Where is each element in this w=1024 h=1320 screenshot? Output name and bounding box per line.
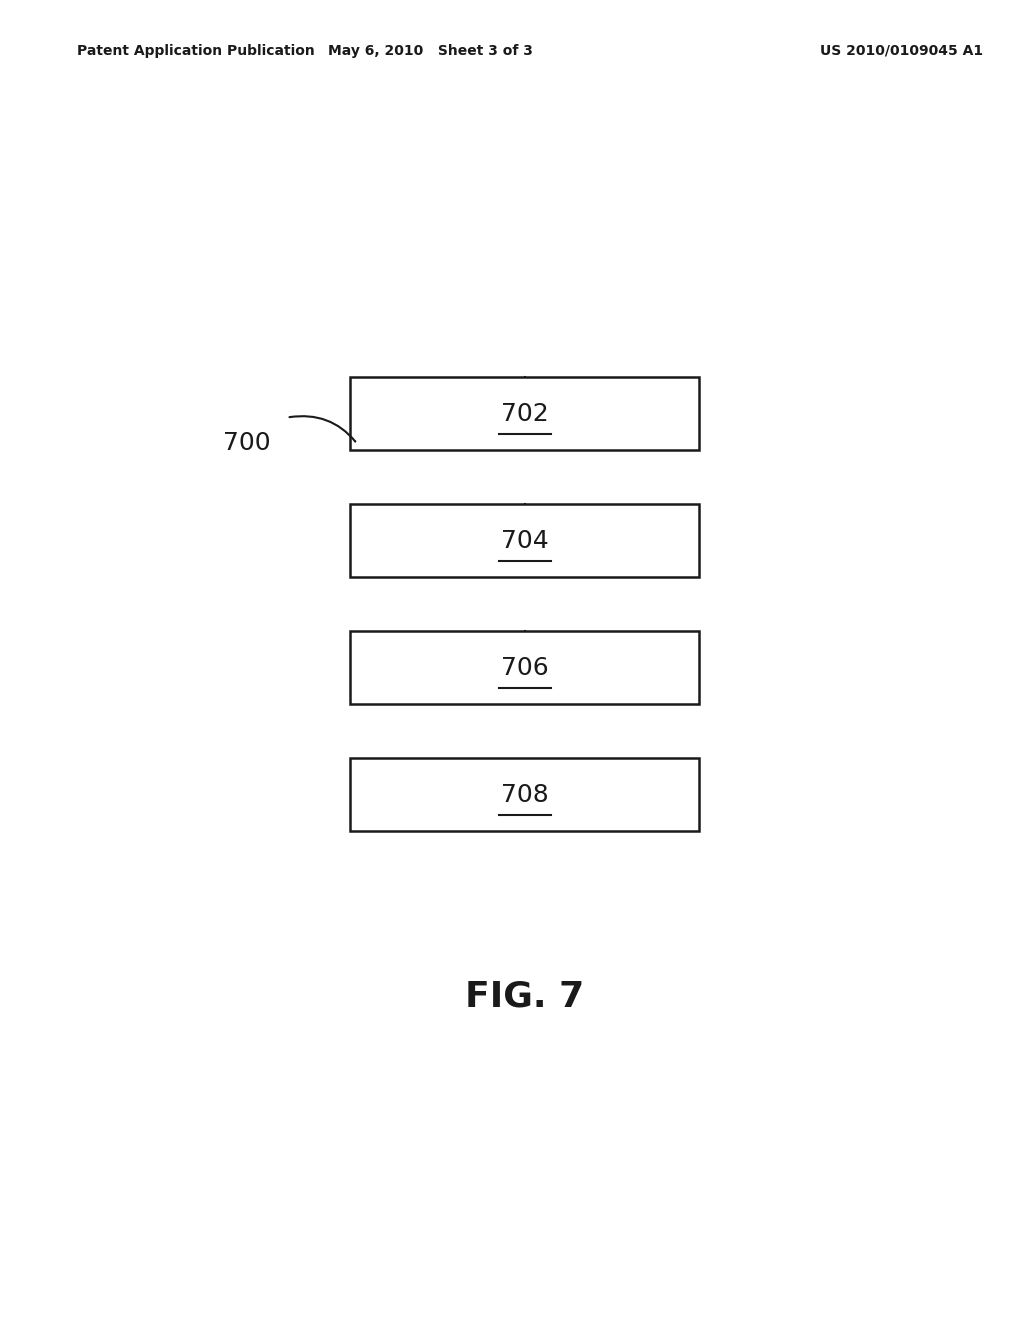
Bar (350, 758, 699, 832)
Bar (350, 504, 699, 577)
Text: 704: 704 (501, 528, 549, 553)
FancyArrowPatch shape (290, 416, 355, 441)
Bar (350, 631, 699, 704)
Bar (350, 378, 699, 450)
Text: 702: 702 (501, 401, 549, 425)
Text: May 6, 2010   Sheet 3 of 3: May 6, 2010 Sheet 3 of 3 (328, 44, 532, 58)
Text: 706: 706 (501, 656, 549, 680)
Text: 700: 700 (223, 432, 271, 455)
Text: 708: 708 (501, 783, 549, 807)
Text: US 2010/0109045 A1: US 2010/0109045 A1 (819, 44, 983, 58)
Text: FIG. 7: FIG. 7 (465, 979, 585, 1014)
Text: Patent Application Publication: Patent Application Publication (77, 44, 314, 58)
